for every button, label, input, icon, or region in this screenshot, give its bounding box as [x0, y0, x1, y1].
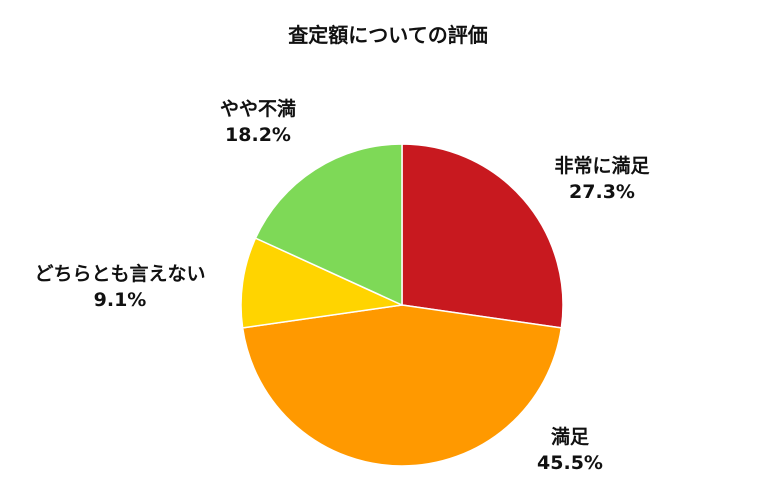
pie-slice-1	[401, 143, 564, 329]
slice-label-2: 満足	[551, 426, 590, 448]
slice-label-4: やや不満	[220, 98, 296, 120]
slice-percent-3: 9.1%	[94, 289, 147, 311]
pie-slices	[240, 143, 564, 467]
slice-label-1: 非常に満足	[554, 154, 650, 177]
slice-label-3: どちらとも言えない	[34, 262, 205, 285]
pie-slice-4	[254, 143, 403, 307]
pie-slice-3	[240, 237, 405, 329]
pie-slice-2	[241, 304, 563, 467]
chart-title: 査定額についての評価	[288, 23, 487, 47]
slice-percent-4: 18.2%	[225, 124, 291, 146]
slice-percent-1: 27.3%	[569, 181, 635, 203]
slice-percent-2: 45.5%	[537, 452, 603, 474]
pie-labels: 非常に満足 27.3% 満足 45.5% どちらとも言えない 9.1% やや不満 18.2%	[34, 98, 650, 474]
